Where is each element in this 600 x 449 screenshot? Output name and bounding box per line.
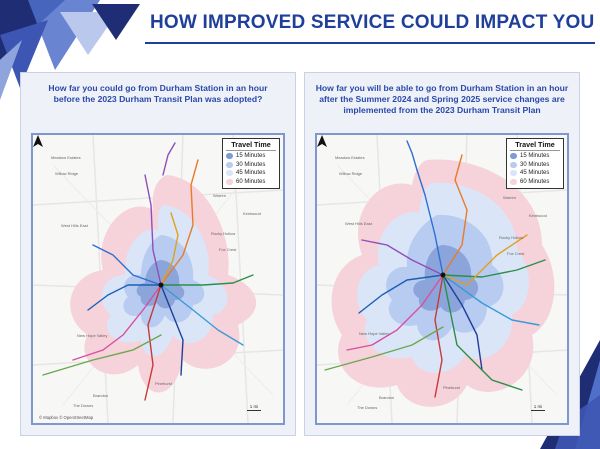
place-label: West Hills East: [345, 221, 372, 226]
bus-routes-after: [324, 140, 546, 398]
page-title: HOW IMPROVED SERVICE COULD IMPACT YOU: [150, 12, 595, 33]
legend-swatch: [226, 178, 233, 185]
travel-time-legend: Travel Time 15 Minutes 30 Minutes 45 Min…: [506, 138, 564, 189]
legend-swatch: [226, 153, 233, 160]
panel-after-caption: How far you will be able to go from Durh…: [309, 83, 575, 116]
north-arrow-icon: [33, 135, 43, 147]
legend-swatch: [226, 170, 233, 177]
durham-station-marker: [440, 272, 446, 278]
legend-swatch: [510, 170, 517, 177]
legend-swatch: [510, 153, 517, 160]
place-label: Willow Ridge: [55, 171, 79, 176]
legend-label: 60 Minutes: [236, 178, 266, 185]
legend-item: 30 Minutes: [510, 161, 560, 170]
travel-time-legend: Travel Time 15 Minutes 30 Minutes 45 Min…: [222, 138, 280, 189]
deco-triangle-edge: [0, 40, 22, 100]
place-label: Kentwood: [529, 213, 547, 218]
legend-item: 60 Minutes: [226, 178, 276, 187]
legend-title: Travel Time: [510, 140, 560, 151]
legend-label: 30 Minutes: [236, 161, 266, 168]
deco-triangle-small: [92, 4, 140, 40]
title-underline: [145, 42, 595, 44]
caption-line: after the Summer 2024 and Spring 2025 se…: [319, 94, 565, 104]
place-label: Brandon: [379, 395, 395, 400]
place-label: New Hope Valley: [77, 333, 108, 338]
place-label: Rocky Hollow: [211, 231, 236, 236]
durham-station-marker: [158, 282, 164, 288]
map-after-graphic: [317, 135, 567, 423]
deco-triangle-light: [60, 12, 118, 55]
caption-line: implemented from the 2023 Durham Transit…: [343, 105, 541, 115]
place-label: New Hope Valley: [359, 331, 390, 336]
place-label: Meadow Estates: [51, 155, 81, 160]
legend-label: 60 Minutes: [520, 178, 550, 185]
place-label: Fox Crest: [219, 247, 237, 252]
place-label: The Downs: [73, 403, 94, 408]
place-label: Meadow Estates: [335, 155, 365, 160]
legend-label: 45 Minutes: [520, 170, 550, 177]
place-label: Willow Ridge: [339, 171, 363, 176]
place-label: Kentwood: [243, 211, 261, 216]
place-label: The Downs: [357, 405, 378, 410]
legend-item: 15 Minutes: [510, 152, 560, 161]
bus-routes-before: [42, 142, 254, 401]
panel-before-caption: How far you could go from Durham Station…: [25, 83, 291, 105]
place-label: Brandon: [93, 393, 109, 398]
legend-title: Travel Time: [226, 140, 276, 151]
map-attribution: © Mapbox © OpenStreetMap: [39, 415, 94, 420]
legend-item: 15 Minutes: [226, 152, 276, 161]
legend-item: 30 Minutes: [226, 161, 276, 170]
caption-line: How far you could go from Durham Station…: [48, 83, 268, 93]
caption-line: before the 2023 Durham Transit Plan was …: [53, 94, 263, 104]
legend-label: 15 Minutes: [236, 153, 266, 160]
place-label: West Hills East: [61, 223, 88, 228]
legend-swatch: [226, 161, 233, 168]
legend-item: 45 Minutes: [226, 169, 276, 178]
north-arrow-icon: [317, 135, 327, 147]
panel-after: How far you will be able to go from Durh…: [304, 72, 580, 436]
legend-swatch: [510, 161, 517, 168]
place-label: Warren: [213, 193, 226, 198]
scale-bar: 1 mi: [531, 404, 545, 411]
scale-bar: 1 mi: [247, 404, 261, 411]
legend-label: 45 Minutes: [236, 170, 266, 177]
place-label: Pinehurst: [155, 381, 172, 386]
place-label: Pinehurst: [443, 385, 460, 390]
place-label: Rocky Hollow: [499, 235, 524, 240]
map-after: Meadow Estates Willow Ridge Rocky Hollow…: [315, 133, 569, 425]
map-before: Meadow Estates Willow Ridge Rocky Hollow…: [31, 133, 285, 425]
legend-label: 30 Minutes: [520, 161, 550, 168]
place-label: Fox Crest: [507, 251, 525, 256]
panel-before: How far you could go from Durham Station…: [20, 72, 296, 436]
deco-triangle-mid: [0, 20, 48, 88]
legend-swatch: [510, 178, 517, 185]
caption-line: How far you will be able to go from Durh…: [315, 83, 569, 93]
place-label: Warren: [503, 195, 516, 200]
legend-item: 60 Minutes: [510, 178, 560, 187]
legend-item: 45 Minutes: [510, 169, 560, 178]
legend-label: 15 Minutes: [520, 153, 550, 160]
